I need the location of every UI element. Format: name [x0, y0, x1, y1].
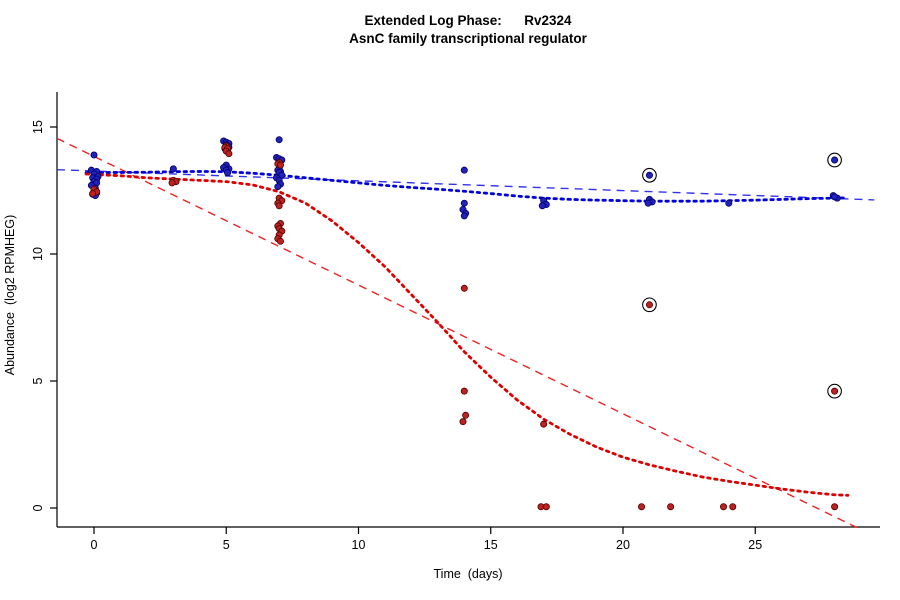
blue-data-point — [460, 212, 468, 220]
red-circled-point — [645, 301, 653, 309]
blue-data-point — [169, 165, 177, 173]
red-data-point — [89, 190, 97, 198]
chart-title: Extended Log Phase: Rv2324 — [364, 13, 572, 28]
red-data-point — [460, 387, 468, 395]
x-tick-label: 10 — [352, 538, 366, 552]
y-axis-ticks: 0 5 10 15 — [31, 120, 57, 511]
blue-circled-point — [831, 156, 839, 164]
red-data-point — [540, 420, 548, 428]
red-smooth — [84, 172, 850, 497]
blue-data-point — [224, 169, 232, 177]
blue-data-point — [644, 199, 652, 207]
blue-data-point — [275, 136, 283, 144]
highlight-ring — [642, 167, 657, 183]
x-axis-ticks: 0 5 10 15 20 25 — [91, 527, 762, 552]
blue-data-point — [90, 151, 98, 159]
red-data-point — [225, 150, 233, 158]
red-data-point — [276, 161, 284, 169]
blue-data-point — [725, 199, 733, 207]
blue-data-point — [831, 193, 839, 201]
blue-data-point — [538, 202, 546, 210]
circled-points — [642, 152, 842, 399]
x-tick-label: 0 — [91, 538, 98, 552]
red-data-point — [460, 284, 468, 292]
blue-data-point — [274, 183, 282, 191]
red-data-point — [542, 503, 550, 511]
red-data-point — [168, 179, 176, 187]
y-tick-label: 10 — [31, 247, 45, 261]
red-data-point — [276, 237, 284, 245]
red-data-point — [459, 418, 467, 426]
red-data-point — [720, 503, 728, 511]
chart-subtitle: AsnC family transcriptional regulator — [349, 31, 588, 46]
x-tick-label: 15 — [484, 538, 498, 552]
blue-data-point — [460, 166, 468, 174]
y-axis-label: Abundance (log2 RPMHEG) — [3, 215, 17, 376]
blue-circled-point — [645, 171, 653, 179]
red-data-point — [462, 411, 470, 419]
blue-data-point — [460, 199, 468, 207]
red-circled-point — [831, 387, 839, 395]
y-tick-label: 15 — [31, 120, 45, 134]
highlight-ring — [827, 383, 842, 399]
red-linear-fit — [57, 137, 860, 528]
y-tick-label: 0 — [31, 504, 45, 511]
x-axis-label: Time (days) — [434, 567, 503, 581]
highlight-ring — [827, 152, 842, 168]
red-data-point — [638, 503, 646, 511]
red-data-point — [831, 503, 839, 511]
red-data-point — [275, 202, 283, 210]
x-tick-label: 20 — [616, 538, 630, 552]
x-tick-label: 5 — [223, 538, 230, 552]
blue-linear-fit — [57, 168, 875, 201]
highlight-ring — [642, 297, 657, 313]
data-points — [87, 136, 841, 511]
blue-smooth — [84, 170, 850, 203]
red-data-point — [729, 503, 737, 511]
red-data-point — [667, 503, 675, 511]
trend-lines — [57, 137, 875, 528]
x-tick-label: 25 — [748, 538, 762, 552]
y-tick-label: 5 — [31, 377, 45, 384]
